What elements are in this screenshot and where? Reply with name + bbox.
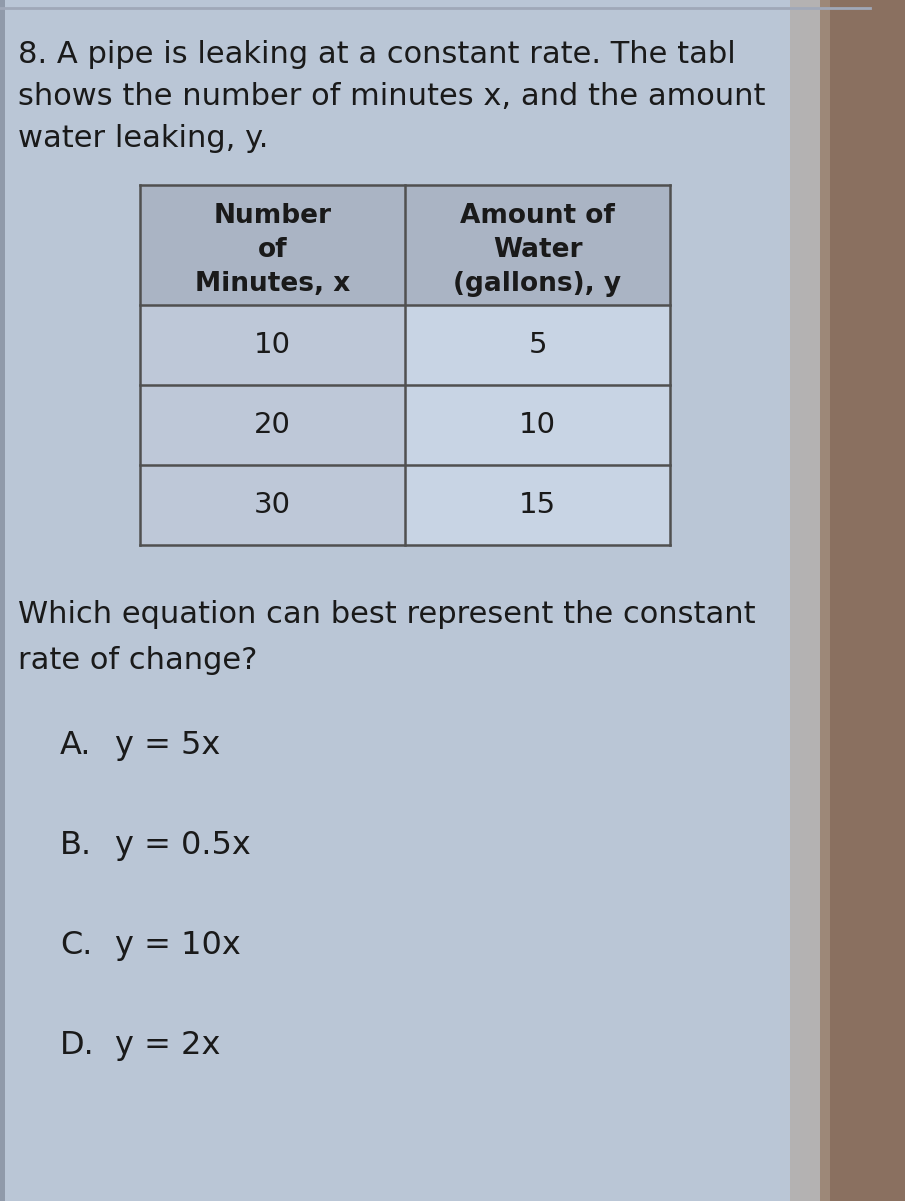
Bar [405,185,670,305]
Bar [140,185,405,305]
Bar [140,465,405,545]
Text: 5: 5 [529,331,547,359]
Text: B.: B. [60,830,92,861]
Text: A.: A. [60,730,91,761]
Text: C.: C. [60,930,92,961]
Text: D.: D. [60,1030,95,1060]
Text: 15: 15 [519,491,556,519]
Text: 30: 30 [254,491,291,519]
Text: of: of [258,237,287,263]
Text: Water: Water [492,237,582,263]
Text: 10: 10 [519,411,556,440]
Text: Number: Number [214,203,331,229]
Bar [405,465,670,545]
Bar [820,0,905,1201]
Text: rate of change?: rate of change? [18,646,257,675]
Text: (gallons), y: (gallons), y [453,271,622,297]
Text: y = 2x: y = 2x [115,1030,221,1060]
Bar [0,0,5,1201]
Text: 20: 20 [254,411,291,440]
Bar [405,386,670,465]
Bar [140,386,405,465]
Text: 10: 10 [254,331,291,359]
Text: 8. A pipe is leaking at a constant rate. The tabl: 8. A pipe is leaking at a constant rate.… [18,40,736,68]
Text: water leaking, y.: water leaking, y. [18,124,269,153]
Bar [405,305,670,386]
Bar [140,305,405,386]
Text: y = 5x: y = 5x [115,730,221,761]
Text: shows the number of minutes x, and the amount: shows the number of minutes x, and the a… [18,82,766,110]
Text: Amount of: Amount of [460,203,614,229]
Bar [790,0,830,1201]
Text: y = 10x: y = 10x [115,930,241,961]
Text: Which equation can best represent the constant: Which equation can best represent the co… [18,600,756,629]
Text: y = 0.5x: y = 0.5x [115,830,251,861]
Text: Minutes, x: Minutes, x [195,271,350,297]
